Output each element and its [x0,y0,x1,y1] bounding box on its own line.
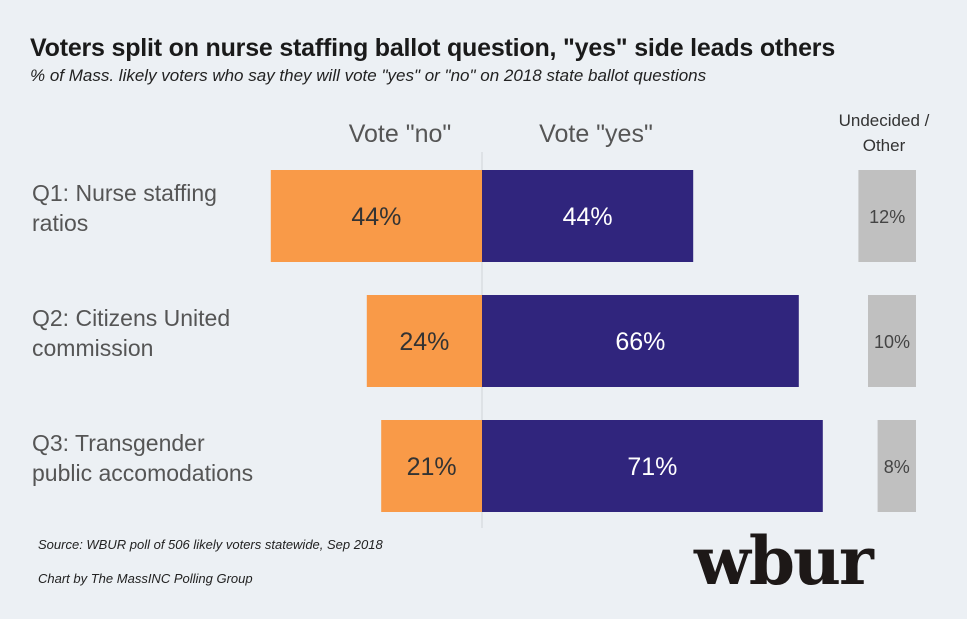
wbur-logo: wbur [694,522,874,600]
data-label-no: 21% [407,453,457,481]
data-label-undecided: 12% [869,207,905,227]
bar-no [381,420,482,512]
category-label: public accomodations [32,460,253,486]
category-label: Q3: Transgender [32,430,205,456]
bar-undecided [858,170,916,262]
bar-no [366,295,482,387]
bar-yes [482,170,694,262]
data-label-yes: 44% [563,203,613,231]
category-label: commission [32,335,153,361]
category-label: ratios [32,210,88,236]
bar-yes [482,295,799,387]
bar-undecided [877,420,916,512]
data-label-yes: 66% [615,328,665,356]
legend-no: Vote "no" [349,120,452,148]
data-label-undecided: 8% [884,457,910,477]
chart-subtitle: % of Mass. likely voters who say they wi… [30,66,707,85]
data-label-yes: 71% [627,453,677,481]
data-label-no: 44% [351,203,401,231]
bar-undecided [868,295,916,387]
chart-title: Voters split on nurse staffing ballot qu… [30,34,836,62]
category-label: Q2: Citizens United [32,305,230,331]
legend-undecided-line: Undecided / [839,111,930,130]
category-label: Q1: Nurse staffing [32,180,217,206]
data-label-undecided: 10% [874,332,910,352]
legend-yes: Vote "yes" [539,120,653,148]
credit-note: Chart by The MassINC Polling Group [38,571,253,586]
data-label-no: 24% [399,328,449,356]
bar-yes [482,420,823,512]
legend-undecided-line: Other [863,136,906,155]
bar-no [270,170,482,262]
source-note: Source: WBUR poll of 506 likely voters s… [38,537,383,552]
